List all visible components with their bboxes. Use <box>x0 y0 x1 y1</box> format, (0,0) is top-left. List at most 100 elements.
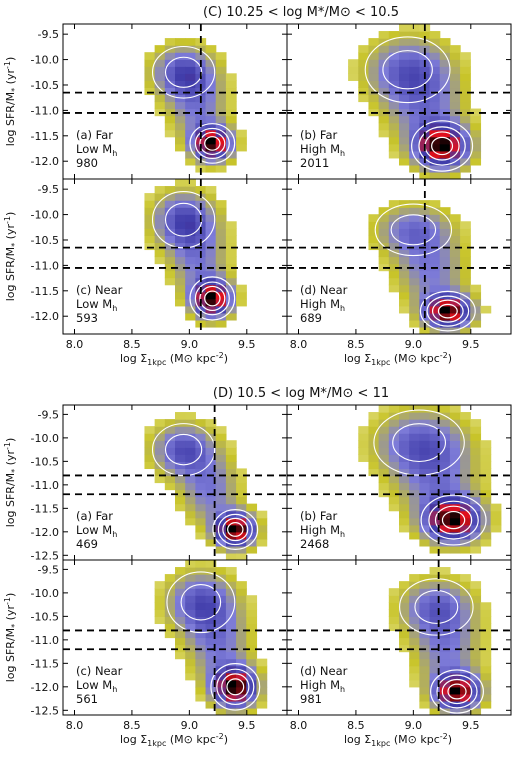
density-cell <box>388 52 400 60</box>
density-cell <box>409 616 420 625</box>
density-cell <box>205 588 217 596</box>
density-cell <box>470 291 482 300</box>
density-cell <box>419 574 431 582</box>
density-cell <box>449 228 461 236</box>
density-cell <box>225 595 237 603</box>
density-cell <box>409 228 420 236</box>
density-cell <box>195 567 207 575</box>
density-cell <box>164 581 176 589</box>
contour-line <box>216 668 255 706</box>
density-cell <box>399 433 410 441</box>
density-cell <box>449 623 461 632</box>
density-cell <box>470 630 482 639</box>
heatmap-cells <box>287 179 511 334</box>
density-cell <box>164 623 176 632</box>
density-cell <box>358 73 370 81</box>
density-cell <box>439 616 451 625</box>
density-cell <box>429 115 441 124</box>
panel-label-mass: Low Mh <box>76 142 117 158</box>
density-cell <box>388 235 400 244</box>
density-cell <box>144 433 156 441</box>
density-cell <box>460 679 471 688</box>
density-cell <box>409 312 420 321</box>
density-cell <box>460 595 471 603</box>
density-cell <box>470 609 482 617</box>
density-cell <box>175 412 186 420</box>
density-cell <box>164 87 176 96</box>
density-cell <box>429 567 441 575</box>
density-cell <box>225 454 237 462</box>
density-cell <box>419 616 431 625</box>
density-cell <box>480 531 492 540</box>
density-cell <box>215 284 227 293</box>
density-cell <box>195 52 207 60</box>
y-axis-label: log SFR/M* (yr-1) <box>3 212 19 302</box>
density-cell <box>175 235 186 244</box>
panel-label-name: (b) Far <box>300 509 338 523</box>
density-cell <box>449 80 461 89</box>
density-cell <box>388 200 400 208</box>
density-cell <box>175 214 186 222</box>
density-cell <box>429 433 441 441</box>
density-cell <box>215 94 227 103</box>
density-cell <box>419 270 431 279</box>
density-cell <box>215 164 227 173</box>
density-cell <box>236 298 247 307</box>
density-cell <box>480 468 492 477</box>
density-cell <box>409 136 420 145</box>
density-cell <box>195 517 207 526</box>
density-cell <box>399 412 410 420</box>
density-cell <box>470 108 482 117</box>
panel-label-count: 469 <box>76 537 98 551</box>
density-cell <box>419 221 431 229</box>
density-cell <box>480 482 492 491</box>
density-cell <box>164 221 176 229</box>
density-cell <box>185 581 196 589</box>
density-cell <box>439 312 451 321</box>
density-cell <box>399 581 410 589</box>
density-cell <box>185 256 196 265</box>
x-tick-label: 8.5 <box>347 719 365 732</box>
density-cell <box>225 482 237 491</box>
density-cell <box>470 531 482 540</box>
density-cell <box>205 630 217 639</box>
density-cell <box>236 651 247 660</box>
density-cell <box>419 700 431 709</box>
density-cell <box>205 256 217 265</box>
density-cell <box>246 531 258 540</box>
density-cell <box>470 143 482 152</box>
y-tick-label: -12.5 <box>31 549 59 562</box>
density-cell <box>144 80 156 89</box>
density-cell <box>154 73 166 81</box>
density-cell <box>399 644 410 653</box>
density-cell <box>460 263 471 272</box>
density-cell <box>205 101 217 110</box>
density-cell <box>409 419 420 427</box>
density-cell <box>175 623 186 632</box>
density-cell <box>439 59 451 67</box>
density-cell <box>470 602 482 610</box>
density-cell <box>175 122 186 131</box>
density-cell <box>460 693 471 702</box>
density-cell <box>185 503 196 512</box>
density-cell <box>185 602 196 610</box>
density-cell <box>195 630 207 639</box>
density-cell <box>399 623 410 632</box>
y-tick-label: -10.5 <box>31 79 59 92</box>
density-cell <box>388 595 400 603</box>
density-cell <box>439 171 451 179</box>
density-cell <box>419 433 431 441</box>
density-cell <box>195 686 207 695</box>
density-cell <box>175 482 186 491</box>
density-cell <box>460 482 471 491</box>
density-cell <box>399 277 410 286</box>
density-cell <box>225 623 237 632</box>
density-cell <box>185 115 196 124</box>
density-cell <box>225 630 237 639</box>
density-cell <box>154 200 166 208</box>
density-cell <box>460 454 471 462</box>
density-cell <box>368 52 380 60</box>
density-cell <box>449 531 461 540</box>
density-cell <box>388 108 400 117</box>
density-cell <box>429 164 441 173</box>
